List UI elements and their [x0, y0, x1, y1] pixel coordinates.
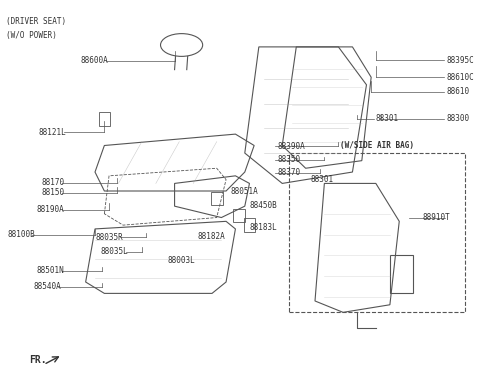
- Text: 88003L: 88003L: [168, 256, 195, 264]
- Text: 88600A: 88600A: [81, 57, 108, 65]
- Bar: [233, 209, 245, 222]
- Text: 88610: 88610: [446, 87, 469, 96]
- Text: 88910T: 88910T: [423, 213, 450, 222]
- Text: 88450B: 88450B: [250, 201, 277, 210]
- Text: 88190A: 88190A: [36, 206, 64, 214]
- Text: 88610C: 88610C: [446, 73, 474, 82]
- Text: (W/SIDE AIR BAG): (W/SIDE AIR BAG): [340, 141, 414, 150]
- Text: 88183L: 88183L: [250, 223, 277, 231]
- Text: (W/O POWER): (W/O POWER): [6, 31, 57, 40]
- Text: 88350: 88350: [277, 155, 300, 164]
- Bar: [98, 112, 110, 126]
- Text: 88170: 88170: [41, 178, 64, 187]
- Bar: [390, 256, 413, 293]
- Text: 88100B: 88100B: [7, 230, 35, 239]
- Text: 88395C: 88395C: [446, 56, 474, 65]
- Text: 88051A: 88051A: [231, 186, 259, 196]
- Text: FR.: FR.: [29, 355, 47, 365]
- Text: 88150: 88150: [41, 188, 64, 197]
- Bar: [289, 153, 465, 312]
- Text: 88540A: 88540A: [33, 282, 61, 291]
- Text: 88370: 88370: [277, 168, 300, 177]
- Text: 88301: 88301: [310, 175, 334, 184]
- Text: 88035R: 88035R: [95, 233, 123, 242]
- Bar: [244, 219, 255, 232]
- Text: 88035L: 88035L: [101, 247, 128, 256]
- Text: 88390A: 88390A: [277, 142, 305, 151]
- Text: (DRIVER SEAT): (DRIVER SEAT): [6, 16, 66, 26]
- Text: 88182A: 88182A: [197, 232, 225, 241]
- Text: 88300: 88300: [446, 115, 469, 123]
- Text: 88501N: 88501N: [36, 266, 64, 275]
- Bar: [211, 192, 223, 205]
- Text: 88301: 88301: [376, 115, 399, 123]
- Text: 88121L: 88121L: [39, 128, 67, 137]
